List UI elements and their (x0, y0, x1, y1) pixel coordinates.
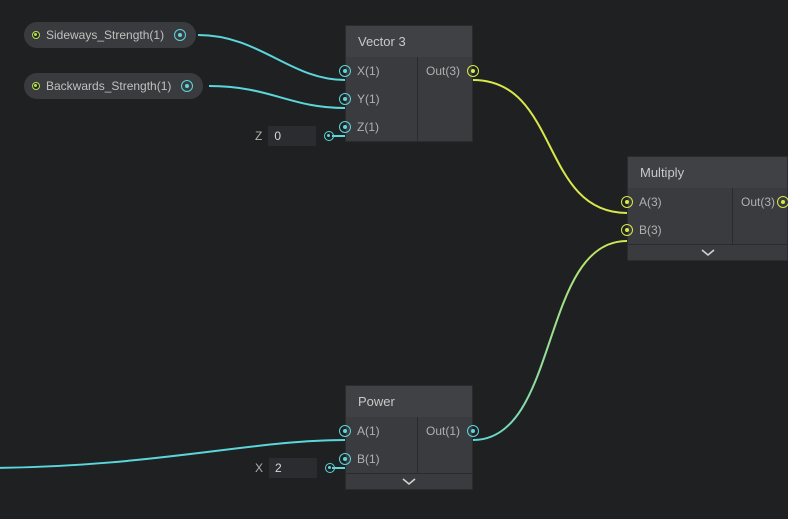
output-port-row[interactable]: Out(3) (733, 188, 787, 216)
input-port-row[interactable]: A(3) (628, 188, 732, 216)
input-port[interactable] (339, 425, 351, 437)
expand-toggle[interactable] (346, 473, 472, 489)
port-label: A(1) (357, 424, 380, 438)
inline-value-field[interactable]: 2 (269, 458, 317, 478)
input-port[interactable] (339, 93, 351, 105)
port-label: A(3) (639, 195, 662, 209)
property-node-sideways[interactable]: Sideways_Strength(1) (24, 22, 196, 48)
property-node-backwards[interactable]: Backwards_Strength(1) (24, 73, 203, 99)
input-port-row[interactable]: X(1) (346, 57, 417, 85)
property-dot-icon (32, 31, 40, 39)
output-port[interactable] (467, 65, 479, 77)
inline-input-z: Z 0 (255, 126, 334, 146)
port-label: Z(1) (357, 120, 379, 134)
input-port[interactable] (621, 196, 633, 208)
output-port[interactable] (324, 131, 334, 141)
input-port-row[interactable]: B(3) (628, 216, 732, 244)
input-port-row[interactable]: Z(1) (346, 113, 417, 141)
input-port[interactable] (339, 65, 351, 77)
property-dot-icon (32, 82, 40, 90)
output-port[interactable] (777, 196, 788, 208)
output-port-row[interactable]: Out(1) (418, 417, 472, 445)
inline-input-label: Z (255, 129, 262, 143)
input-port[interactable] (621, 224, 633, 236)
chevron-down-icon (402, 478, 416, 486)
edge (198, 35, 345, 80)
input-port-row[interactable]: Y(1) (346, 85, 417, 113)
property-label: Sideways_Strength(1) (46, 28, 164, 42)
chevron-down-icon (701, 249, 715, 257)
property-label: Backwards_Strength(1) (46, 79, 171, 93)
port-label: Out(3) (741, 195, 775, 209)
inline-value-field[interactable]: 0 (268, 126, 316, 146)
port-label: Out(3) (426, 64, 460, 78)
inline-input-x: X 2 (255, 458, 335, 478)
expand-toggle[interactable] (628, 244, 787, 260)
port-label: B(1) (357, 452, 380, 466)
node-vector3[interactable]: Vector 3 X(1) Y(1) Z(1) Out(3) (345, 25, 473, 142)
edge (209, 86, 345, 108)
node-title: Vector 3 (346, 26, 472, 57)
port-label: B(3) (639, 223, 662, 237)
port-label: X(1) (357, 64, 380, 78)
input-port-row[interactable]: A(1) (346, 417, 417, 445)
edge (473, 241, 627, 440)
node-title: Multiply (628, 157, 787, 188)
inline-input-label: X (255, 461, 263, 475)
output-port[interactable] (467, 425, 479, 437)
node-multiply[interactable]: Multiply A(3) B(3) Out(3) (627, 156, 788, 261)
edge (473, 80, 627, 213)
port-label: Y(1) (357, 92, 380, 106)
node-title: Power (346, 386, 472, 417)
output-port[interactable] (181, 80, 193, 92)
input-port[interactable] (339, 453, 351, 465)
output-port[interactable] (174, 29, 186, 41)
input-port[interactable] (339, 121, 351, 133)
port-label: Out(1) (426, 424, 460, 438)
node-power[interactable]: Power A(1) B(1) Out(1) (345, 385, 473, 490)
output-port[interactable] (325, 463, 335, 473)
output-port-row[interactable]: Out(3) (418, 57, 472, 85)
input-port-row[interactable]: B(1) (346, 445, 417, 473)
